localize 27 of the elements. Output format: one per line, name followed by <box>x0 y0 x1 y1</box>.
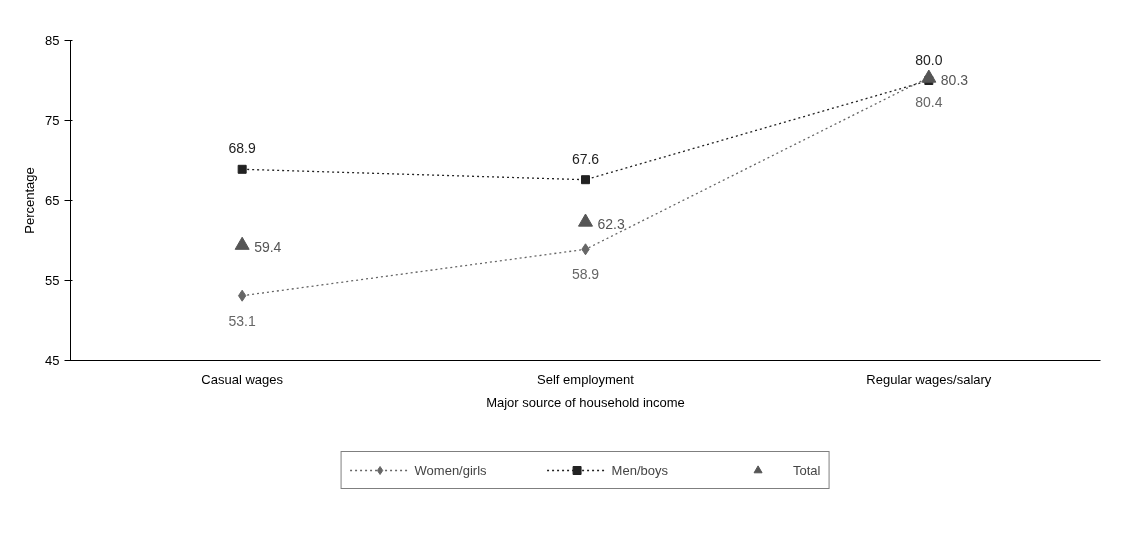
y-tick-label: 85 <box>45 33 60 48</box>
data-label: 68.9 <box>228 140 256 157</box>
data-label: 53.1 <box>228 312 256 329</box>
legend-label: Women/girls <box>414 462 487 478</box>
y-tick-label: 65 <box>45 193 60 208</box>
point <box>237 164 247 174</box>
data-label: 67.6 <box>571 150 600 167</box>
data-label: 62.3 <box>597 216 625 233</box>
data-label: 58.9 <box>571 266 600 283</box>
point <box>581 175 590 185</box>
point <box>578 213 593 227</box>
legend-label: Total <box>792 462 821 478</box>
x-axis-title: Major source of household income <box>486 394 685 410</box>
point <box>234 236 250 250</box>
data-label: 80.3 <box>940 72 969 89</box>
data-label: 80.0 <box>915 51 943 68</box>
y-tick-label: 55 <box>45 273 60 288</box>
y-tick-label: 75 <box>45 113 60 128</box>
y-axis-title: Percentage <box>22 167 38 234</box>
data-label: 80.4 <box>915 94 943 111</box>
data-label: 59.4 <box>254 239 282 256</box>
x-tick-label: Casual wages <box>201 371 284 387</box>
point <box>921 69 937 83</box>
legend-label: Men/boys <box>611 462 668 478</box>
y-tick-label: 45 <box>45 353 60 368</box>
x-tick-label: Self employment <box>537 371 635 387</box>
x-tick-label: Regular wages/salary <box>866 371 992 387</box>
